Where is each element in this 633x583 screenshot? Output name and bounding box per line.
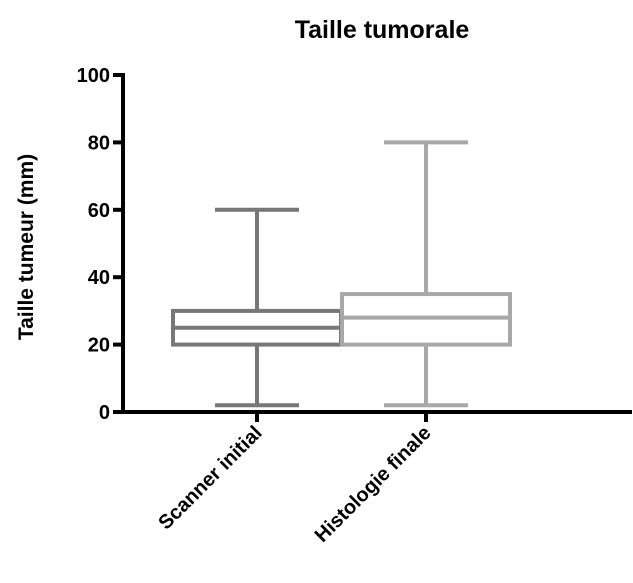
y-tick-label: 100 xyxy=(77,65,110,87)
category-labels: Scanner initial Histologie finale xyxy=(154,422,435,547)
box-series xyxy=(171,140,512,408)
box-1 xyxy=(171,207,343,408)
category-label: Histologie finale xyxy=(311,422,436,547)
category-label: Scanner initial xyxy=(154,422,266,534)
box-2 xyxy=(340,140,512,408)
y-tick-label: 20 xyxy=(88,335,110,357)
chart-title: Taille tumorale xyxy=(295,16,470,44)
y-tick-label: 60 xyxy=(88,200,110,222)
y-tick-label: 0 xyxy=(99,402,110,424)
y-axis-label: Taille tumeur (mm) xyxy=(15,154,38,340)
y-axis: 0 20 40 60 80 100 xyxy=(77,65,125,424)
y-tick-label: 40 xyxy=(88,267,110,289)
y-tick-label: 80 xyxy=(88,132,110,154)
x-axis xyxy=(121,410,632,422)
